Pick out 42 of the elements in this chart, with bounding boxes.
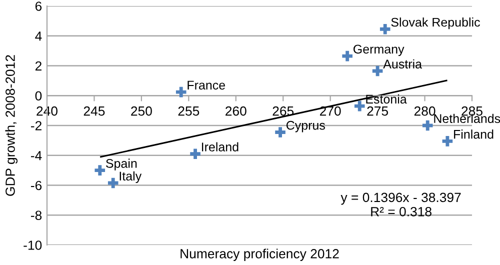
point: [176, 86, 186, 98]
annotation: Germany: [354, 44, 404, 56]
x-tick-label: 245: [84, 106, 105, 116]
point: [442, 136, 453, 146]
x-tick-label: 285: [462, 106, 482, 116]
annotation: Slovak Republic: [391, 18, 480, 30]
x-axis-title: Numeracy proficiency 2012: [180, 248, 339, 261]
annotation: Austria: [383, 59, 422, 69]
y-tick-label: -2: [30, 121, 42, 130]
y-tick-label: -4: [30, 151, 42, 160]
y-axis-title: GDP growth, 2008-2012: [5, 55, 18, 196]
x-tick-label: 250: [131, 106, 152, 116]
y-tick-label: 2: [35, 61, 42, 71]
point: [354, 100, 365, 112]
annotation: France: [188, 80, 226, 90]
point: [372, 66, 383, 76]
y-tick-label: -10: [24, 240, 42, 250]
x-tick-label: 280: [414, 106, 436, 116]
y-tick-label: -8: [30, 210, 42, 220]
point: [342, 50, 352, 62]
y-tick-label: 6: [35, 2, 42, 11]
y-tick-label: 0: [35, 91, 42, 101]
point: [380, 24, 390, 34]
annotation: y = 0.1396x - 38.397 R² = 0.318: [340, 192, 461, 216]
annotation: Finland: [454, 130, 494, 139]
y-tick-label: 4: [35, 32, 42, 41]
x-tick-label: 275: [367, 106, 388, 116]
x-tick-label: 255: [178, 106, 200, 116]
annotation: Ireland: [202, 142, 238, 152]
point: [422, 120, 433, 131]
point: [190, 148, 200, 160]
x-tick-label: 240: [36, 106, 58, 116]
annotation: Italy: [120, 171, 142, 184]
annotation: Estonia: [366, 94, 407, 104]
point: [275, 127, 286, 138]
point: [94, 165, 106, 176]
annotation: Cyprus: [286, 120, 325, 132]
x-tick-label: 260: [226, 106, 246, 116]
y-tick-label: -6: [30, 180, 42, 190]
point: [108, 178, 118, 188]
annotation: Spain: [106, 158, 137, 170]
annotation: Netherlands: [434, 114, 500, 124]
